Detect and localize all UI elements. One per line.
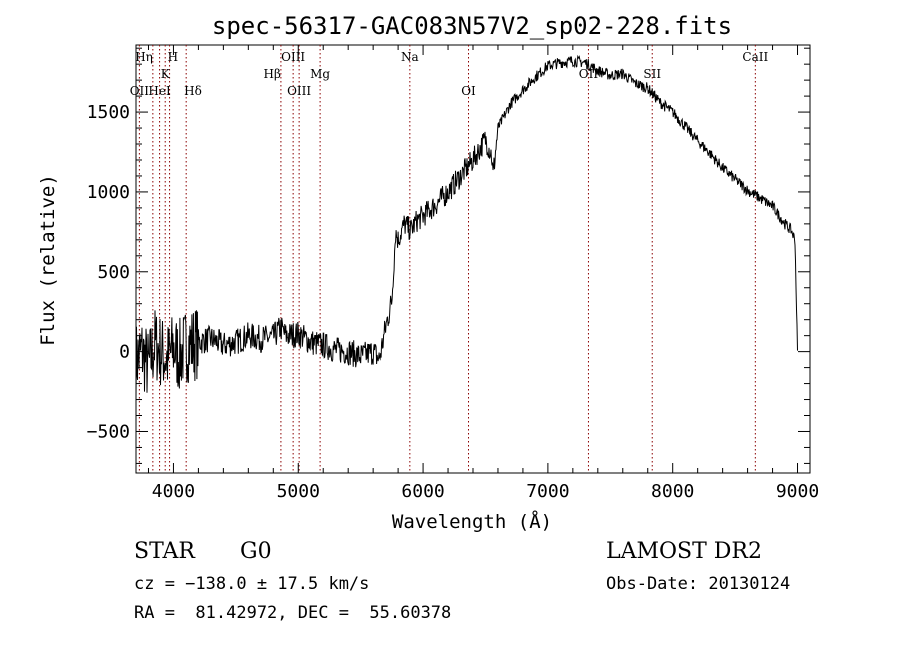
x-tick-label: 9000 <box>776 481 819 502</box>
emission-line-label: Hβ <box>264 67 281 81</box>
survey-name: LAMOST DR2 <box>606 539 762 564</box>
emission-line-label: OIII <box>281 50 305 64</box>
observation-date: Obs-Date: 20130124 <box>606 574 791 594</box>
emission-line-label: HeI <box>148 84 171 98</box>
x-axis-ticks: 4000 5000 6000 7000 8000 9000 <box>147 45 819 502</box>
x-tick-label: 4000 <box>152 481 195 502</box>
emission-line-label: Hη <box>135 50 153 64</box>
chart-title: spec-56317-GAC083N57V2_sp02-228.fits <box>212 12 732 40</box>
x-tick-label: 6000 <box>401 481 444 502</box>
redshift-velocity: cz = −138.0 ± 17.5 km/s <box>134 574 370 594</box>
x-axis-label: Wavelength (Å) <box>392 510 552 533</box>
emission-line-label: OI <box>461 84 476 98</box>
emission-line-label: K <box>161 67 171 81</box>
y-axis-label: Flux (relative) <box>37 174 59 346</box>
emission-line-label: Mg <box>310 67 330 81</box>
x-tick-label: 5000 <box>277 481 320 502</box>
emission-line-label: OIII <box>287 84 311 98</box>
spectrum-line <box>135 54 798 398</box>
emission-line-label: Hδ <box>184 84 202 98</box>
emission-line-label: SII <box>643 67 661 81</box>
emission-line-label: Na <box>401 50 419 64</box>
object-subclass: G0 <box>240 539 272 564</box>
y-tick-label: 0 <box>119 342 130 363</box>
plot-frame <box>135 44 811 474</box>
y-tick-label: 1000 <box>87 182 130 203</box>
emission-line-label: H <box>168 50 178 64</box>
coordinates: RA = 81.42972, DEC = 55.60378 <box>134 603 452 623</box>
y-tick-label: 500 <box>97 262 130 283</box>
x-tick-label: 7000 <box>526 481 569 502</box>
emission-line-markers <box>138 45 756 473</box>
y-tick-label: −500 <box>87 421 130 442</box>
y-axis-ticks: −500 0 500 1000 1500 <box>87 47 810 464</box>
y-tick-label: 1500 <box>87 102 130 123</box>
emission-line-label: CaII <box>742 50 768 64</box>
x-tick-label: 8000 <box>651 481 694 502</box>
object-class: STAR <box>134 539 195 564</box>
emission-line-label: OII <box>130 84 150 98</box>
